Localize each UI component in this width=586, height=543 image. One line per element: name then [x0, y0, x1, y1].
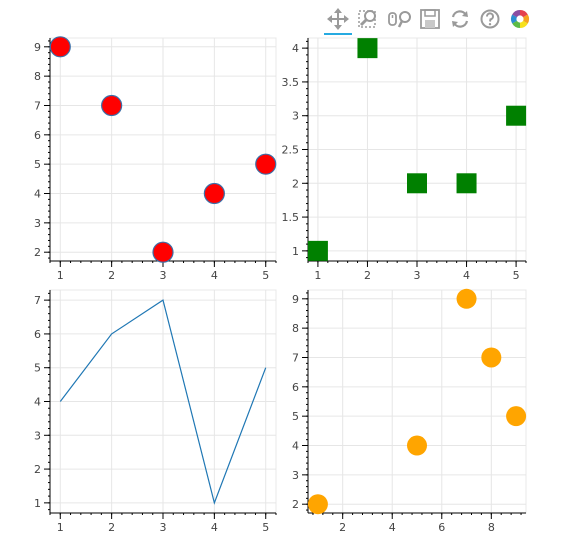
data-point [49, 36, 71, 58]
y-tick-label: 4 [292, 42, 299, 55]
chart-2: 1 2 3 4 5 1 1.5 2 2.5 3 3.5 4 [282, 37, 527, 282]
y-tick-label: 5 [34, 158, 41, 171]
data-point [307, 240, 328, 261]
data-point [357, 38, 378, 59]
y-tick-label: 3 [292, 469, 299, 482]
y-tick-label: 4 [34, 188, 41, 201]
x-tick-label: 4 [463, 269, 470, 282]
x-tick-label: 5 [262, 269, 269, 282]
bokeh-logo[interactable] [506, 6, 534, 32]
y-tick-label: 2 [34, 246, 41, 259]
x-tick-label: 5 [513, 269, 520, 282]
y-tick-label: 5 [34, 362, 41, 375]
data-point [307, 494, 328, 515]
y-tick-label: 3 [34, 429, 41, 442]
x-tick-label: 4 [211, 269, 218, 282]
box-zoom-tool[interactable] [354, 6, 382, 32]
data-point [506, 105, 527, 126]
x-tick-label: 1 [314, 269, 321, 282]
chart-4: 2 4 6 8 2 3 4 5 6 7 8 9 [292, 288, 527, 534]
x-tick-label: 6 [438, 521, 445, 534]
data-point [506, 406, 527, 427]
data-point [456, 288, 477, 309]
toolbar [320, 2, 540, 35]
y-tick-label: 1 [34, 497, 41, 510]
x-tick-label: 1 [57, 521, 64, 534]
pan-tool[interactable] [324, 6, 352, 35]
data-point [481, 347, 502, 368]
data-point [255, 153, 277, 175]
y-tick-label: 4 [292, 440, 299, 453]
y-tick-label: 7 [34, 294, 41, 307]
y-tick-label: 9 [34, 41, 41, 54]
y-tick-label: 2.5 [282, 144, 300, 157]
y-tick-label: 7 [292, 351, 299, 364]
y-tick-label: 6 [34, 129, 41, 142]
y-tick-label: 2 [292, 177, 299, 190]
y-tick-label: 1 [292, 245, 299, 258]
data-point [203, 182, 225, 205]
chart-1: 1 2 3 4 5 2 3 4 5 6 7 8 9 [34, 36, 277, 282]
plot-frame [307, 289, 527, 514]
help-tool[interactable] [476, 6, 504, 32]
x-tick-label: 2 [108, 269, 115, 282]
data-point [407, 173, 427, 194]
data-point [456, 173, 477, 194]
y-tick-label: 3 [292, 110, 299, 123]
series-line [59, 299, 267, 505]
x-tick-label: 4 [389, 521, 396, 534]
x-tick-label: 8 [488, 521, 495, 534]
x-tick-label: 2 [364, 269, 371, 282]
y-tick-label: 7 [34, 99, 41, 112]
y-tick-label: 2 [292, 498, 299, 511]
y-tick-label: 6 [34, 328, 41, 341]
x-tick-label: 4 [211, 521, 218, 534]
save-tool[interactable] [416, 6, 444, 32]
x-tick-label: 2 [339, 521, 346, 534]
y-tick-label: 1.5 [282, 211, 300, 224]
x-tick-label: 3 [160, 269, 167, 282]
save-icon [420, 9, 440, 29]
bokeh-logo-icon [510, 9, 530, 29]
pan-icon [327, 8, 349, 30]
y-tick-label: 8 [292, 322, 299, 335]
reset-icon [451, 10, 469, 28]
data-point [407, 435, 427, 456]
wheel-zoom-tool[interactable] [386, 6, 414, 32]
y-tick-label: 8 [34, 70, 41, 83]
chart-3: 1 2 3 4 5 1 2 3 4 5 6 7 [34, 289, 277, 534]
y-tick-label: 5 [292, 410, 299, 423]
box-zoom-icon [358, 10, 376, 28]
y-tick-label: 9 [292, 293, 299, 306]
x-tick-label: 5 [262, 521, 269, 534]
x-tick-label: 2 [108, 521, 115, 534]
y-tick-label: 6 [292, 381, 299, 394]
y-tick-label: 2 [34, 463, 41, 476]
x-tick-label: 3 [160, 521, 167, 534]
reset-tool[interactable] [446, 6, 474, 32]
y-tick-label: 3.5 [282, 76, 300, 89]
data-point [152, 241, 174, 263]
data-point [101, 94, 123, 117]
x-tick-label: 3 [414, 269, 421, 282]
x-tick-label: 1 [57, 269, 64, 282]
y-tick-label: 3 [34, 217, 41, 230]
wheel-zoom-icon [388, 11, 411, 28]
y-tick-label: 4 [34, 396, 41, 409]
help-icon [480, 9, 500, 29]
